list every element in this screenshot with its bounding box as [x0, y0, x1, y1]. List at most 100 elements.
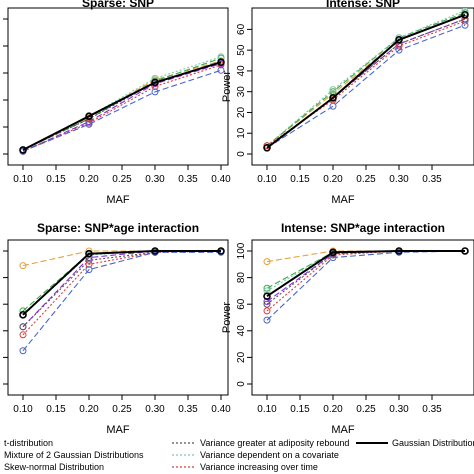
series-line-gauss — [22, 61, 222, 151]
y-tick-label: 20 — [236, 351, 247, 363]
x-axis-label: MAF — [106, 194, 130, 206]
series-line-blue — [266, 24, 466, 149]
data-point-adipo — [19, 323, 27, 331]
x-tick-label: 0.20 — [323, 174, 343, 185]
legend-item-gauss: Gaussian Distribution — [356, 438, 474, 448]
series-line-blue — [22, 251, 221, 352]
panel-title: Sparse: SNP*age interaction — [37, 221, 199, 235]
legend-label: Mixture of 2 Gaussian Distributions — [4, 450, 144, 460]
data-point-gauss — [395, 247, 403, 255]
x-tick-label: 0.15 — [290, 174, 310, 185]
data-point-gauss — [217, 58, 225, 67]
panel-title: Intense: SNP*age interaction — [281, 221, 445, 235]
panel-4: Intense: SNP*age interaction 0.10 0.15 0.20… — [221, 221, 474, 436]
series-line-adipo — [266, 18, 466, 149]
data-point-blue — [217, 66, 225, 74]
x-tick-label: 0.35 — [422, 174, 442, 185]
y-tick-label: 80 — [0, 272, 3, 284]
series-line-time — [22, 250, 222, 336]
series-group — [19, 247, 225, 355]
y-tick-label: 10 — [236, 127, 247, 139]
series-line-gauss — [22, 250, 221, 316]
data-point-gauss — [461, 247, 469, 255]
x-tick-label: 0.40 — [211, 404, 231, 415]
data-point-blue — [85, 266, 93, 274]
data-point-time — [217, 61, 225, 69]
y-tick-label: 40 — [236, 325, 247, 337]
series-group — [263, 247, 469, 324]
x-tick-label: 0.30 — [145, 404, 165, 415]
x-tick-label: 0.25 — [356, 174, 376, 185]
legend-item-covar: Variance dependent on a covariate — [172, 450, 339, 460]
series-line-time — [22, 64, 222, 152]
plot-frame — [7, 239, 229, 396]
data-point-gauss — [19, 311, 27, 319]
y-tick-label: 50 — [236, 44, 247, 56]
x-tick-label: 0.30 — [145, 174, 165, 185]
series-line-adipo — [22, 61, 222, 151]
series-line-skew — [266, 18, 466, 149]
data-point-tdist — [263, 258, 271, 266]
series-line-mix — [22, 250, 221, 312]
y-tick-label: 0 — [0, 151, 3, 157]
y-axis-label: Power — [221, 71, 233, 103]
series-line-adipo — [22, 250, 222, 328]
legend-label: t-distribution — [4, 438, 53, 448]
y-tick-label: 100 — [0, 10, 3, 27]
x-axis-label: MAF — [331, 424, 355, 436]
y-tick-label: 30 — [236, 86, 247, 98]
y-tick-label: 20 — [236, 106, 247, 118]
x-tick-label: 0.35 — [178, 404, 198, 415]
x-tick-label: 0.25 — [112, 174, 132, 185]
data-point-adipo — [263, 300, 271, 308]
data-point-gauss — [19, 146, 27, 154]
x-tick-label: 0.25 — [356, 404, 376, 415]
series-line-tdist — [266, 14, 466, 147]
y-tick-label: 100 — [236, 242, 247, 259]
series-line-skew — [22, 62, 222, 152]
x-tick-label: 0.25 — [112, 404, 132, 415]
data-point-gauss — [329, 248, 337, 257]
x-tick-label: 0.35 — [178, 174, 198, 185]
panel-1: Sparse: SNP 0.10 0.15 0.20 0.25 0.30 0.35 0.40 M… — [0, 0, 231, 206]
x-tick-label: 0.15 — [46, 404, 66, 415]
panel-3: Sparse: SNP*age interaction 0.10 0.15 0.20 0… — [0, 221, 231, 436]
y-tick-label: 80 — [0, 40, 3, 52]
series-line-covar — [266, 10, 466, 147]
data-point-blue — [461, 21, 469, 29]
plot-frame — [251, 239, 474, 396]
series-group — [263, 8, 469, 152]
legend-label: Variance increasing over time — [200, 462, 318, 472]
y-tick-label: 20 — [0, 121, 3, 133]
data-point-blue — [263, 316, 271, 324]
data-point-gauss — [263, 143, 271, 152]
legend-label: Variance dependent on a covariate — [200, 450, 339, 460]
plot-frame — [251, 7, 474, 166]
series-line-time — [266, 20, 466, 147]
data-point-gauss — [217, 247, 225, 255]
data-point-blue — [19, 347, 27, 355]
x-tick-label: 0.20 — [79, 404, 99, 415]
data-point-blue — [85, 120, 93, 128]
x-axis-label: MAF — [106, 424, 130, 436]
data-point-time — [19, 331, 27, 339]
y-tick-label: 0 — [236, 381, 247, 387]
x-tick-label: 0.15 — [46, 174, 66, 185]
data-point-gauss — [85, 112, 93, 120]
legend-label: Skew-normal Distribution — [4, 462, 104, 472]
data-point-gauss — [329, 94, 337, 102]
x-tick-label: 0.15 — [290, 404, 310, 415]
series-line-gauss — [266, 250, 465, 298]
series-line-skew — [22, 250, 221, 328]
legend-label: Gaussian Distribution — [392, 438, 474, 448]
data-point-tdist — [19, 262, 27, 270]
data-point-blue — [395, 46, 403, 54]
x-tick-label: 0.10 — [257, 404, 277, 415]
y-tick-label: 20 — [0, 351, 3, 363]
x-tick-label: 0.10 — [13, 404, 33, 415]
legend-item-time: Variance increasing over time — [172, 462, 318, 472]
y-tick-label: 0 — [0, 381, 3, 387]
series-line-mix — [266, 12, 466, 147]
panel-title: Intense: SNP — [326, 0, 400, 10]
